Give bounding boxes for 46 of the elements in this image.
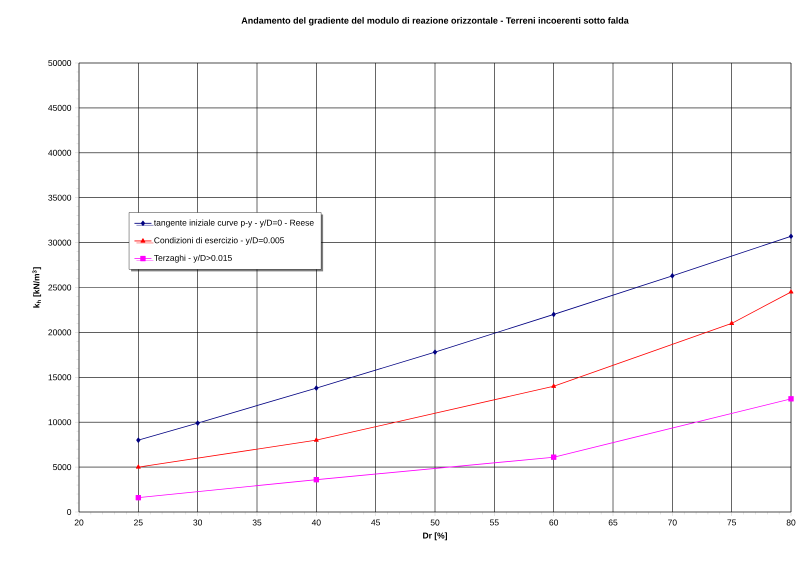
point [788, 234, 794, 239]
point [550, 454, 556, 460]
y-tick-label: 35000 [48, 194, 72, 201]
y-tick-label: 0 [67, 509, 72, 515]
x-tick-label: 50 [430, 520, 440, 526]
y-tick-label: 45000 [48, 104, 72, 111]
point [314, 437, 319, 442]
y-tick-label: 20000 [48, 329, 72, 336]
y-tick-label: 40000 [48, 150, 72, 156]
x-tick-label: 70 [668, 520, 677, 526]
legend-label: Terzaghi - y/D>0.015 [154, 254, 232, 263]
point [432, 349, 438, 355]
x-tick-label: 20 [74, 520, 84, 526]
x-tick-label: 30 [193, 520, 202, 526]
legend-label: tangente iniziale curve p-y - y/D=0 - Reese [154, 219, 314, 228]
legend-label: Condizioni di esercizio - y/D=0.005 [154, 237, 284, 245]
x-tick-label: 25 [134, 520, 143, 526]
point [314, 385, 318, 391]
x-tick-label: 80 [786, 520, 796, 526]
x-tick-label: 75 [727, 520, 736, 526]
point [196, 420, 200, 426]
x-tick-label: 65 [608, 520, 618, 526]
y-tick-label: 5000 [52, 464, 72, 470]
y-tick-label: 50000 [48, 60, 72, 66]
x-tick-label: 40 [312, 520, 321, 526]
y-tick-label: 30000 [48, 240, 72, 246]
x-tick-label: 45 [371, 520, 380, 526]
point [670, 273, 674, 279]
point [314, 476, 320, 482]
point [552, 312, 556, 318]
x-tick-label: 60 [549, 520, 558, 526]
point [136, 494, 142, 500]
point [136, 464, 141, 469]
y-tick-label: 15000 [48, 374, 72, 380]
point [551, 384, 556, 388]
x-tick-label: 55 [490, 520, 499, 526]
y-tick-label: 25000 [48, 284, 72, 290]
point [788, 289, 794, 294]
y-tick-label: 10000 [48, 419, 72, 426]
y-axis-title: k$_{h}$ [kN/m$^{3}$] [32, 267, 42, 308]
chart-title: Andamento del gradiente del modulo di reazione orizzontale - Terreni incoerenti sotto falda [242, 17, 629, 26]
point [729, 320, 734, 325]
point [788, 396, 794, 402]
x-axis-title: Dr [%] [423, 532, 447, 540]
point [136, 437, 140, 443]
x-tick-label: 35 [252, 520, 262, 526]
